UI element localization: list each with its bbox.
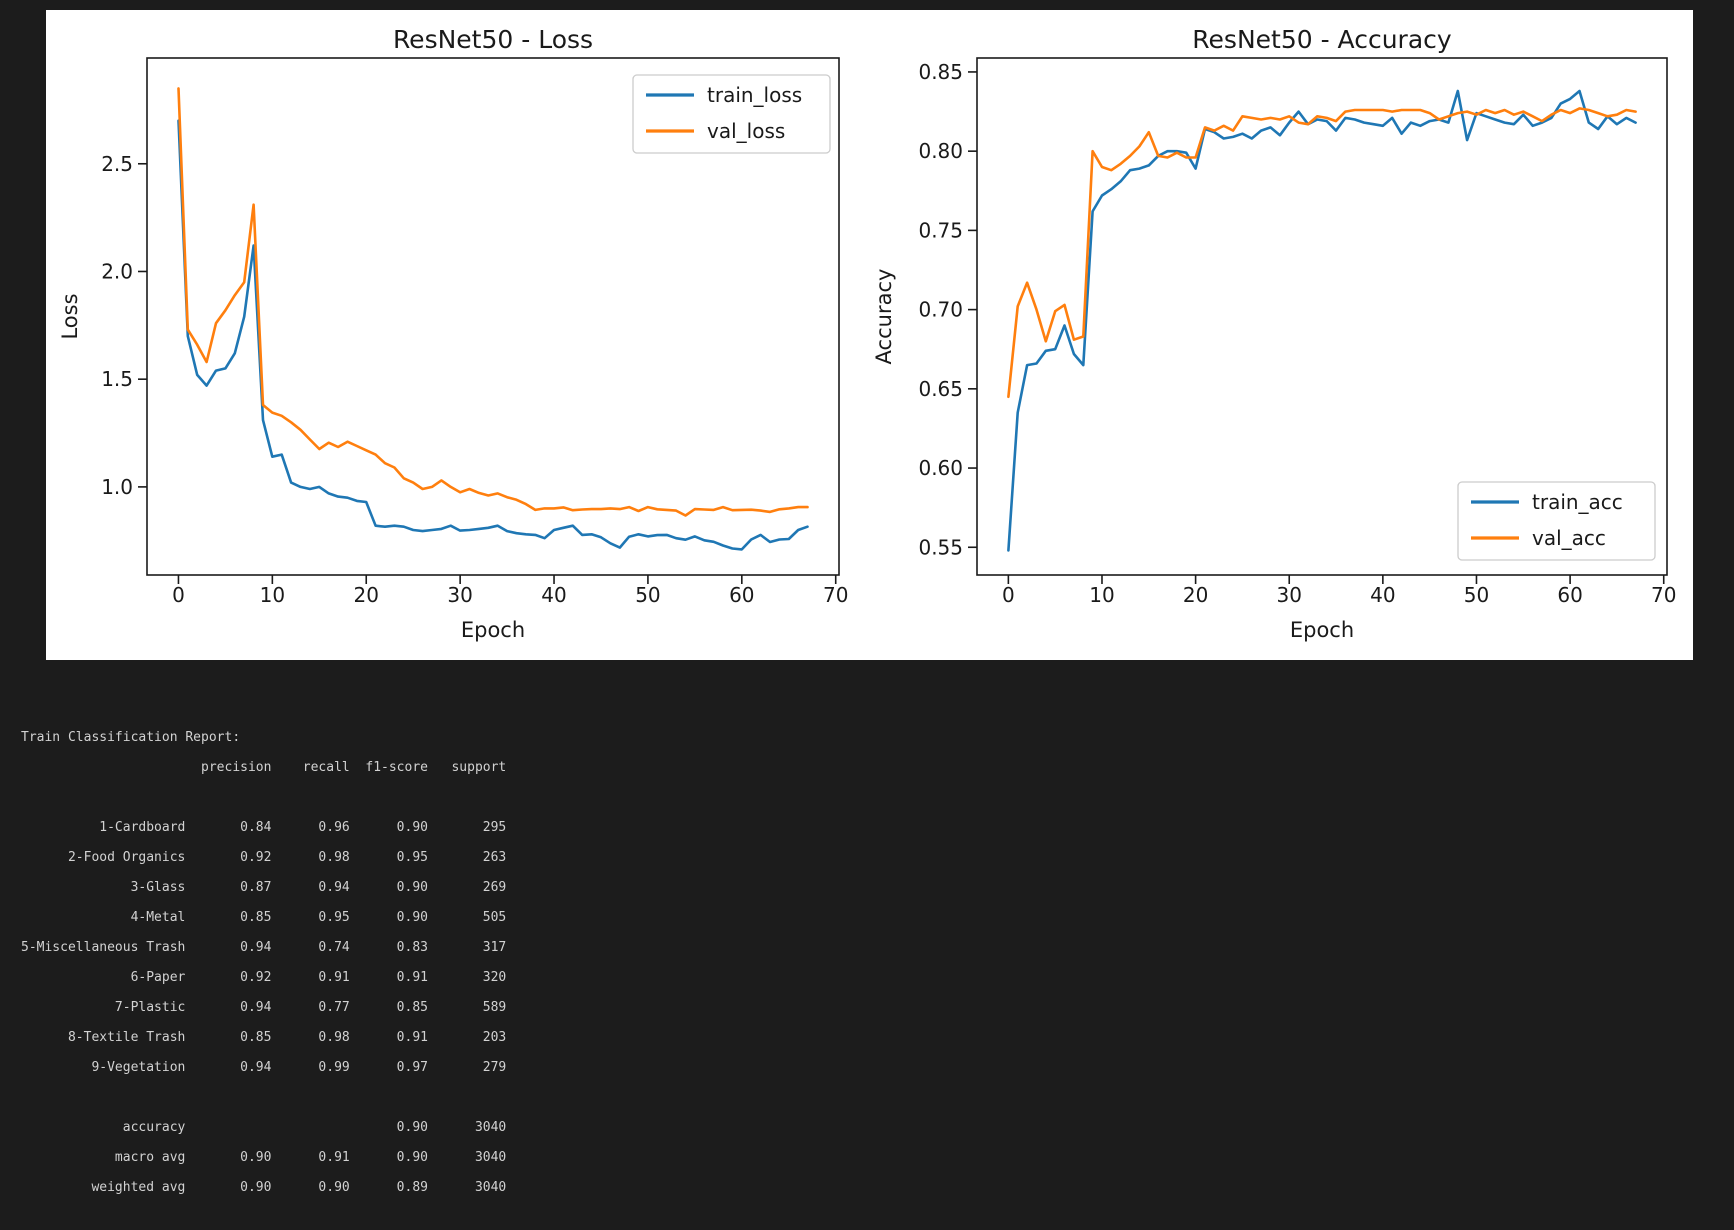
y-tick-label: 1.5 bbox=[101, 367, 133, 391]
x-tick-label: 20 bbox=[354, 583, 379, 607]
y-tick-label: 0.75 bbox=[918, 218, 963, 242]
y-tick-label: 2.0 bbox=[101, 259, 133, 283]
training-curves-figure: 0 10 20 30 40 50 60 70 1.0 1.5 2.0 2.5 ResNet50 - Lo… bbox=[58, 25, 1676, 642]
axes-frame bbox=[976, 57, 1668, 576]
legend: train_acc val_acc bbox=[1457, 481, 1656, 561]
y-tick-label: 2.5 bbox=[101, 152, 133, 176]
y-tick-label: 0.80 bbox=[918, 139, 963, 163]
x-tick-label: 70 bbox=[1651, 583, 1676, 607]
legend-label: train_acc bbox=[1532, 490, 1623, 514]
x-tick-label: 20 bbox=[1183, 583, 1208, 607]
val_loss-line bbox=[177, 87, 809, 517]
accuracy-chart: 0 10 20 30 40 50 60 70 0.55 0.60 0.65 0.70 0.75 0.80 0… bbox=[872, 25, 1676, 642]
figure-panel: 0 10 20 30 40 50 60 70 1.0 1.5 2.0 2.5 ResNet50 - Lo… bbox=[46, 10, 1693, 660]
loss-chart: 0 10 20 30 40 50 60 70 1.0 1.5 2.0 2.5 ResNet50 - Lo… bbox=[58, 25, 848, 642]
y-tick-label: 0.85 bbox=[918, 60, 963, 84]
x-tick-label: 50 bbox=[635, 583, 660, 607]
y-tick-label: 1.0 bbox=[101, 475, 133, 499]
y-tick-label: 0.65 bbox=[918, 377, 963, 401]
chart-title: ResNet50 - Accuracy bbox=[1192, 25, 1452, 54]
x-tick-label: 70 bbox=[823, 583, 848, 607]
val_acc-line bbox=[1007, 107, 1637, 399]
y-tick-label: 0.55 bbox=[918, 535, 963, 559]
y-tick-label: 0.60 bbox=[918, 456, 963, 480]
y-axis-label: Accuracy bbox=[872, 269, 896, 365]
axes-frame bbox=[146, 57, 840, 576]
x-tick-label: 60 bbox=[1557, 583, 1582, 607]
x-tick-label: 0 bbox=[172, 583, 185, 607]
x-tick-label: 0 bbox=[1002, 583, 1015, 607]
x-tick-label: 50 bbox=[1464, 583, 1489, 607]
legend-label: train_loss bbox=[707, 83, 802, 107]
chart-title: ResNet50 - Loss bbox=[393, 25, 593, 54]
legend: train_loss val_loss bbox=[632, 74, 831, 154]
y-tick-label: 0.70 bbox=[918, 298, 963, 322]
train-classification-report: Train Classification Report: precision r… bbox=[21, 730, 507, 1195]
x-tick-label: 10 bbox=[260, 583, 285, 607]
x-axis-label: Epoch bbox=[1290, 618, 1354, 642]
train_loss-line bbox=[177, 119, 809, 551]
x-tick-label: 40 bbox=[1370, 583, 1395, 607]
y-axis-label: Loss bbox=[58, 293, 82, 339]
x-tick-label: 60 bbox=[729, 583, 754, 607]
train_acc-line bbox=[1007, 89, 1637, 552]
x-tick-label: 30 bbox=[447, 583, 472, 607]
x-tick-label: 30 bbox=[1277, 583, 1302, 607]
x-tick-label: 40 bbox=[541, 583, 566, 607]
x-axis-label: Epoch bbox=[461, 618, 525, 642]
x-tick-label: 10 bbox=[1089, 583, 1114, 607]
legend-label: val_loss bbox=[707, 119, 785, 143]
legend-label: val_acc bbox=[1532, 526, 1606, 550]
